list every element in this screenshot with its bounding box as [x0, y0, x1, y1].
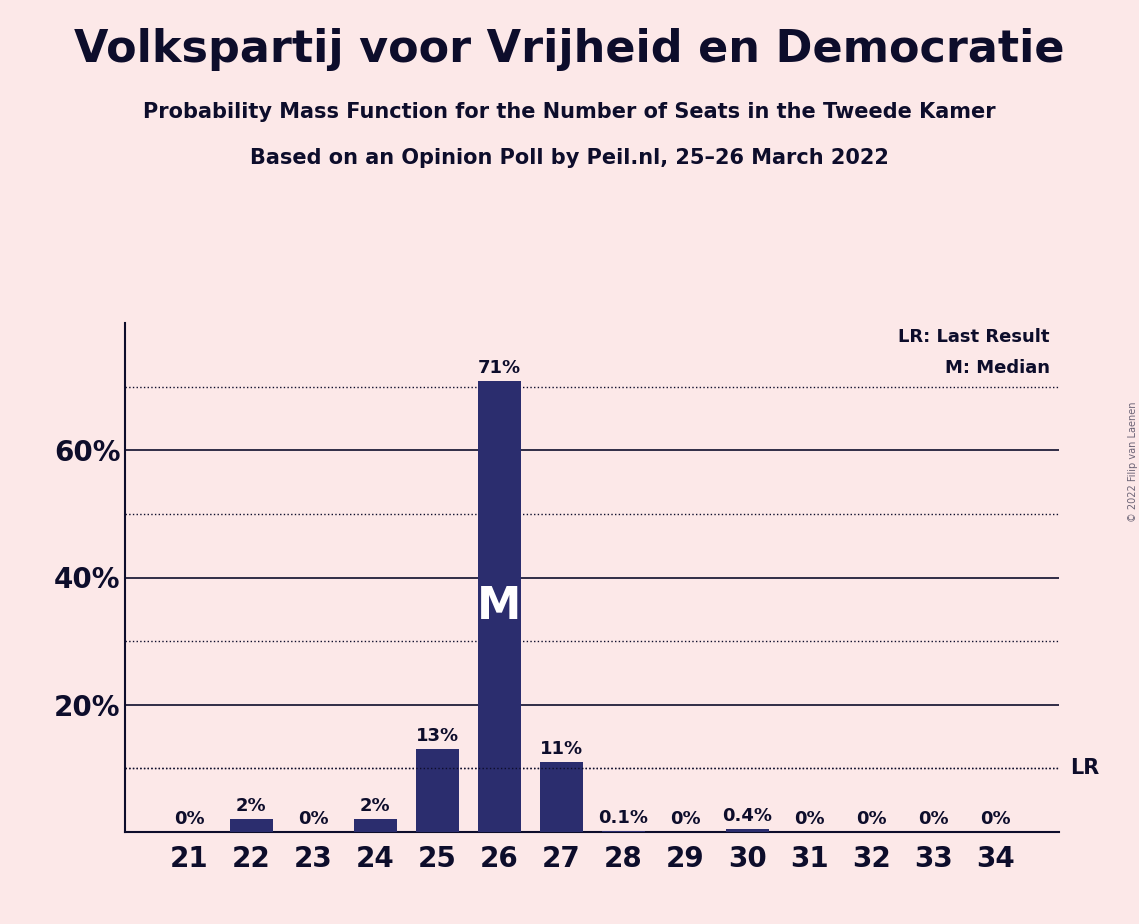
Text: 11%: 11%: [540, 740, 583, 758]
Text: 0.4%: 0.4%: [722, 808, 772, 825]
Text: 0%: 0%: [298, 809, 329, 828]
Text: 0%: 0%: [980, 809, 1010, 828]
Text: 0.1%: 0.1%: [598, 809, 648, 827]
Text: M: M: [477, 585, 522, 627]
Text: LR: Last Result: LR: Last Result: [899, 328, 1050, 346]
Text: Probability Mass Function for the Number of Seats in the Tweede Kamer: Probability Mass Function for the Number…: [144, 102, 995, 122]
Text: 0%: 0%: [174, 809, 205, 828]
Text: 71%: 71%: [477, 359, 521, 377]
Text: © 2022 Filip van Laenen: © 2022 Filip van Laenen: [1129, 402, 1138, 522]
Text: 0%: 0%: [794, 809, 825, 828]
Bar: [354, 819, 398, 832]
Text: 0%: 0%: [918, 809, 949, 828]
Text: 0%: 0%: [670, 809, 700, 828]
Text: 13%: 13%: [416, 727, 459, 745]
Text: 2%: 2%: [236, 797, 267, 815]
Text: 0%: 0%: [855, 809, 886, 828]
Text: Based on an Opinion Poll by Peil.nl, 25–26 March 2022: Based on an Opinion Poll by Peil.nl, 25–…: [251, 148, 888, 168]
Text: LR: LR: [1071, 758, 1100, 778]
Bar: [540, 761, 583, 832]
Bar: [416, 749, 459, 832]
Text: M: Median: M: Median: [945, 359, 1050, 377]
Bar: [726, 829, 769, 832]
Bar: [230, 819, 273, 832]
Text: 2%: 2%: [360, 797, 391, 815]
Bar: [477, 381, 521, 832]
Text: Volkspartij voor Vrijheid en Democratie: Volkspartij voor Vrijheid en Democratie: [74, 28, 1065, 71]
